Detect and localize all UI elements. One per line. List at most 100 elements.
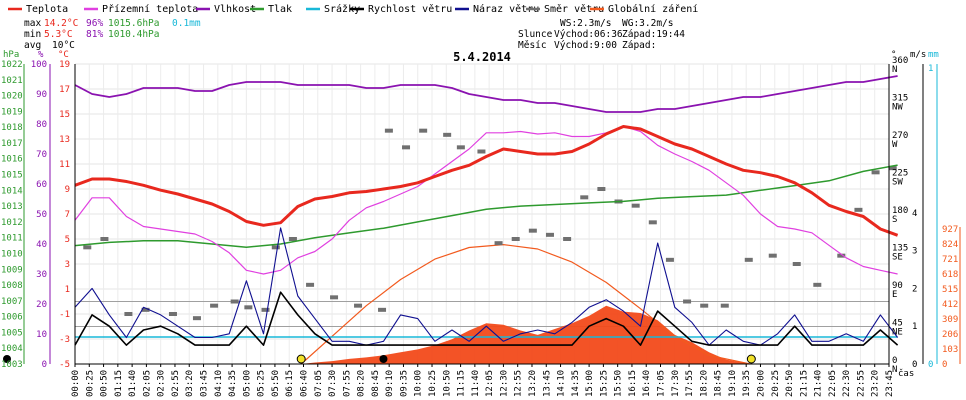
sun-marker [296,354,306,364]
direction-tick-label: 225 [892,169,908,179]
mesic-vychod: Východ:9:00 [554,40,617,51]
legend-item: Srážky [324,3,360,15]
radiation-tick-label: 927 [942,225,958,235]
percent-tick-label: 70 [36,150,47,160]
wind-direction-point [563,237,572,241]
x-tick-label: 17:30 [671,370,681,397]
wind-direction-point [288,237,297,241]
series-temperature [74,125,899,237]
legend-item: Přízemní teplota [102,3,198,15]
direction-name-label: E [892,290,897,300]
wind-direction-point [580,195,589,200]
wind-direction-point [230,299,239,304]
hpa-tick-label: 1012 [1,218,23,228]
min-hum: 81% [86,29,103,40]
mesic-zapad: Západ: [622,40,656,51]
x-tick-label: 03:45 [200,370,210,397]
x-tick-label: 14:10 [557,370,567,397]
wind-direction-point [83,245,92,250]
x-tick-label: 10:25 [428,370,438,397]
celsius-tick-label: 19 [59,60,70,70]
wind-direction-point [330,295,339,300]
hpa-tick-label: 1008 [1,281,23,291]
x-tick-label: 22:30 [842,370,852,397]
x-tick-label: 08:20 [357,370,367,397]
radiation-tick-label: 412 [942,300,958,310]
legend-item: Vlhkost [214,4,256,15]
x-tick-label: 15:00 [585,370,595,397]
max-rain: 0.1mm [172,18,201,29]
x-tick-label: 22:05 [828,370,838,397]
legend-item: Tlak [268,4,292,15]
legend-item: Směr větru [544,3,604,15]
x-tick-label: 14:35 [571,370,581,397]
x-tick-label: 04:10 [214,370,224,397]
percent-tick-label: 90 [36,90,47,100]
direction-name-label: NW [892,103,903,113]
x-tick-label: 19:10 [728,370,738,397]
x-tick-label: 02:30 [157,370,167,397]
x-tick-label: 22:55 [856,370,866,397]
x-tick-label: 10:50 [442,370,452,397]
direction-name-label: N [892,365,897,375]
series-radiation-area [75,305,898,364]
celsius-tick-label: 7 [65,210,70,220]
wind-direction-point [511,237,520,241]
wind-direction-point [854,207,863,212]
direction-axis-label: ° [891,50,896,60]
percent-tick-label: 0 [42,360,47,370]
x-tick-label: 00:50 [100,370,110,397]
wind-direction-point [837,253,846,258]
x-tick-label: 00:00 [71,370,81,397]
celsius-tick-label: -1 [59,310,70,320]
celsius-tick-label: 1 [65,285,70,295]
hpa-tick-label: 1005 [1,328,23,338]
slunce-label: Slunce [518,29,553,40]
radiation-tick-label: 103 [942,345,958,355]
direction-tick-label: 135 [892,244,908,254]
x-tick-label: 11:15 [457,370,467,397]
axes: 1003100410051006100710081009101010111012… [1,56,961,397]
wind-direction-point [419,128,428,133]
direction-tick-label: 360 [892,56,908,66]
wind-direction-point [378,307,387,312]
hpa-tick-label: 1006 [1,313,23,323]
wind-direction-point [631,203,640,208]
wind-direction-point [192,316,201,321]
x-tick-label: 15:25 [599,370,609,397]
percent-axis-label: % [38,50,44,60]
direction-name-label: W [892,140,898,150]
hpa-tick-label: 1011 [1,234,23,244]
direction-tick-label: 270 [892,131,908,141]
slunce-zapad: Západ:19:44 [622,29,685,40]
hpa-tick-label: 1018 [1,123,23,133]
wind-direction-point [683,299,692,304]
radiation-tick-label: 309 [942,315,958,325]
direction-tick-label: 315 [892,94,908,104]
x-tick-label: 06:40 [299,370,309,397]
x-tick-label: 05:25 [257,370,267,397]
x-tick-label: 18:45 [714,370,724,397]
x-tick-label: 15:50 [614,370,624,397]
mesic-label: Měsíc [518,40,547,51]
x-tick-label: 07:30 [328,370,338,397]
avg-label: avg [24,40,41,51]
series-humidity [74,75,898,113]
x-tick-label: 13:45 [542,370,552,397]
percent-tick-label: 50 [36,210,47,220]
wind-direction-point [768,253,777,258]
slunce-vychod: Východ:06:36 [554,29,623,40]
legend-item: Rychlost větru [368,3,452,15]
wind-tick-label: 4 [912,209,917,219]
hpa-tick-label: 1022 [1,60,23,70]
direction-name-label: N [892,65,897,75]
percent-tick-label: 80 [36,120,47,130]
x-tick-label: 11:40 [471,370,481,397]
wind-axis-label: m/s [910,50,926,60]
direction-tick-label: 0 [892,356,897,366]
celsius-tick-label: 11 [59,160,70,170]
direction-tick-label: 45 [892,319,903,329]
wind-direction-point [168,312,177,316]
celsius-tick-label: -3 [59,335,70,345]
